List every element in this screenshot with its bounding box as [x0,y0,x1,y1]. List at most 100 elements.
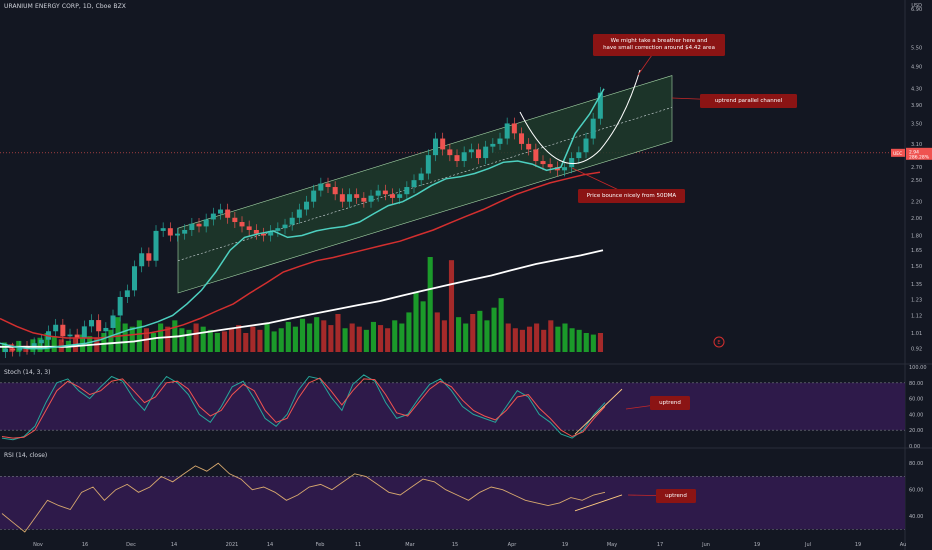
volume-bar [377,325,384,352]
candle-body [246,226,252,230]
candle-body [196,223,202,227]
volume-bar [9,344,15,352]
time-tick: Dec [126,542,136,548]
candle-body [268,230,274,236]
candle-body [569,158,575,168]
volume-bar [314,317,320,352]
candle-body [390,194,396,198]
volume-bar [484,320,490,352]
price-axis[interactable]: 6.90 5.50 4.90 4.30 3.90 3.50 3.10 2.70 2.50 2.20… [891,7,932,520]
stoch-band [0,382,905,431]
rsi-pane[interactable] [0,462,905,533]
volume-bar [477,310,483,352]
ma-fast-line [0,88,605,350]
rsi-line [1,462,606,533]
candle-body [103,327,109,332]
candle-body [411,180,417,188]
volume-bar [257,329,263,352]
candle-body [547,164,553,168]
stoch-tick: 0.00 [909,444,920,450]
price-tick: 2.00 [911,216,922,222]
candle-body [89,320,95,327]
candle-body [96,320,102,332]
volume-bar [441,320,447,352]
volume-bar [590,334,596,352]
time-tick: Nov [33,542,43,548]
candle-body [110,315,116,328]
volume-bar [456,317,462,352]
annotation-correction-text: We might take a breather here and [611,38,708,44]
candle-body [490,143,496,147]
annotation-rsi-text: uptrend [665,493,687,499]
volume-bar [307,323,313,352]
rsi-title: RSI (14, close) [4,452,48,459]
price-tick: 1.35 [911,282,922,288]
volume-bar [562,323,568,352]
time-tick: Feb [316,542,325,548]
candle-body [576,152,582,159]
annotation-channel-text: uptrend parallel channel [715,98,783,104]
price-pane[interactable]: E [0,69,725,359]
stoch-tick: 100.00 [909,365,927,371]
candle-body [289,217,295,225]
volume-bar [399,323,405,352]
volume-bar [498,298,504,352]
stoch-k-line [1,374,606,441]
earnings-e-icon [713,336,725,348]
stoch-pane[interactable] [0,374,905,441]
candle-body [282,224,288,229]
time-tick: 19 [855,542,861,548]
candle-body [526,143,532,150]
candle-body [203,219,209,227]
price-tick: 4.30 [911,87,922,93]
price-tick: 3.10 [911,142,922,148]
candle-body [325,183,331,188]
candle-body [533,149,539,162]
last-price-badge [906,147,932,160]
candle-body [189,223,195,230]
volume-bar [214,333,220,352]
time-tick: Apr [508,542,518,548]
volume-bar [413,291,419,352]
volume-bar [569,328,575,352]
price-tick: 3.90 [911,103,922,109]
candle-body [239,222,245,227]
volume-bar [385,328,391,352]
rsi-trendline [574,494,623,512]
last-price-value: 2.94 [909,149,919,155]
volume-bar [165,326,171,352]
candle-body [3,348,9,353]
volume-bar [122,323,128,352]
bounce-curve [519,69,641,165]
time-tick: 19 [754,542,760,548]
annotation-stoch-text: uptrend [659,400,681,406]
volume-bar [349,323,355,352]
candle-body [347,194,353,202]
annotation-stoch [650,396,690,410]
candle-body [67,334,73,337]
last-price-change: 286.28% [909,154,930,160]
volume-bar [555,326,561,352]
volume-bar [392,320,398,352]
volume-bar [221,331,228,352]
candle-body [554,167,560,171]
candle-body [519,133,525,144]
candle-body [504,123,510,139]
time-axis[interactable]: Nov 16 Dec 14 2021 14 Feb 11 Mar 15 Apr 19 May 17 Jun 1… [33,542,906,548]
time-tick: 19 [562,542,568,548]
volume-bar [136,320,142,352]
candle-body [382,190,388,195]
volume-bar [236,325,242,352]
candle-body [167,228,173,236]
time-tick: May [607,542,617,548]
candle-body [124,290,130,297]
ma-mid-line [0,171,601,339]
volume-bar [597,333,604,352]
candle-body [160,228,166,231]
annotation-bounce-text: Price bounce nicely from 50DMA [587,193,677,199]
volume-bar [186,329,192,352]
volume-bar [512,328,518,352]
volume-bar [129,326,135,352]
